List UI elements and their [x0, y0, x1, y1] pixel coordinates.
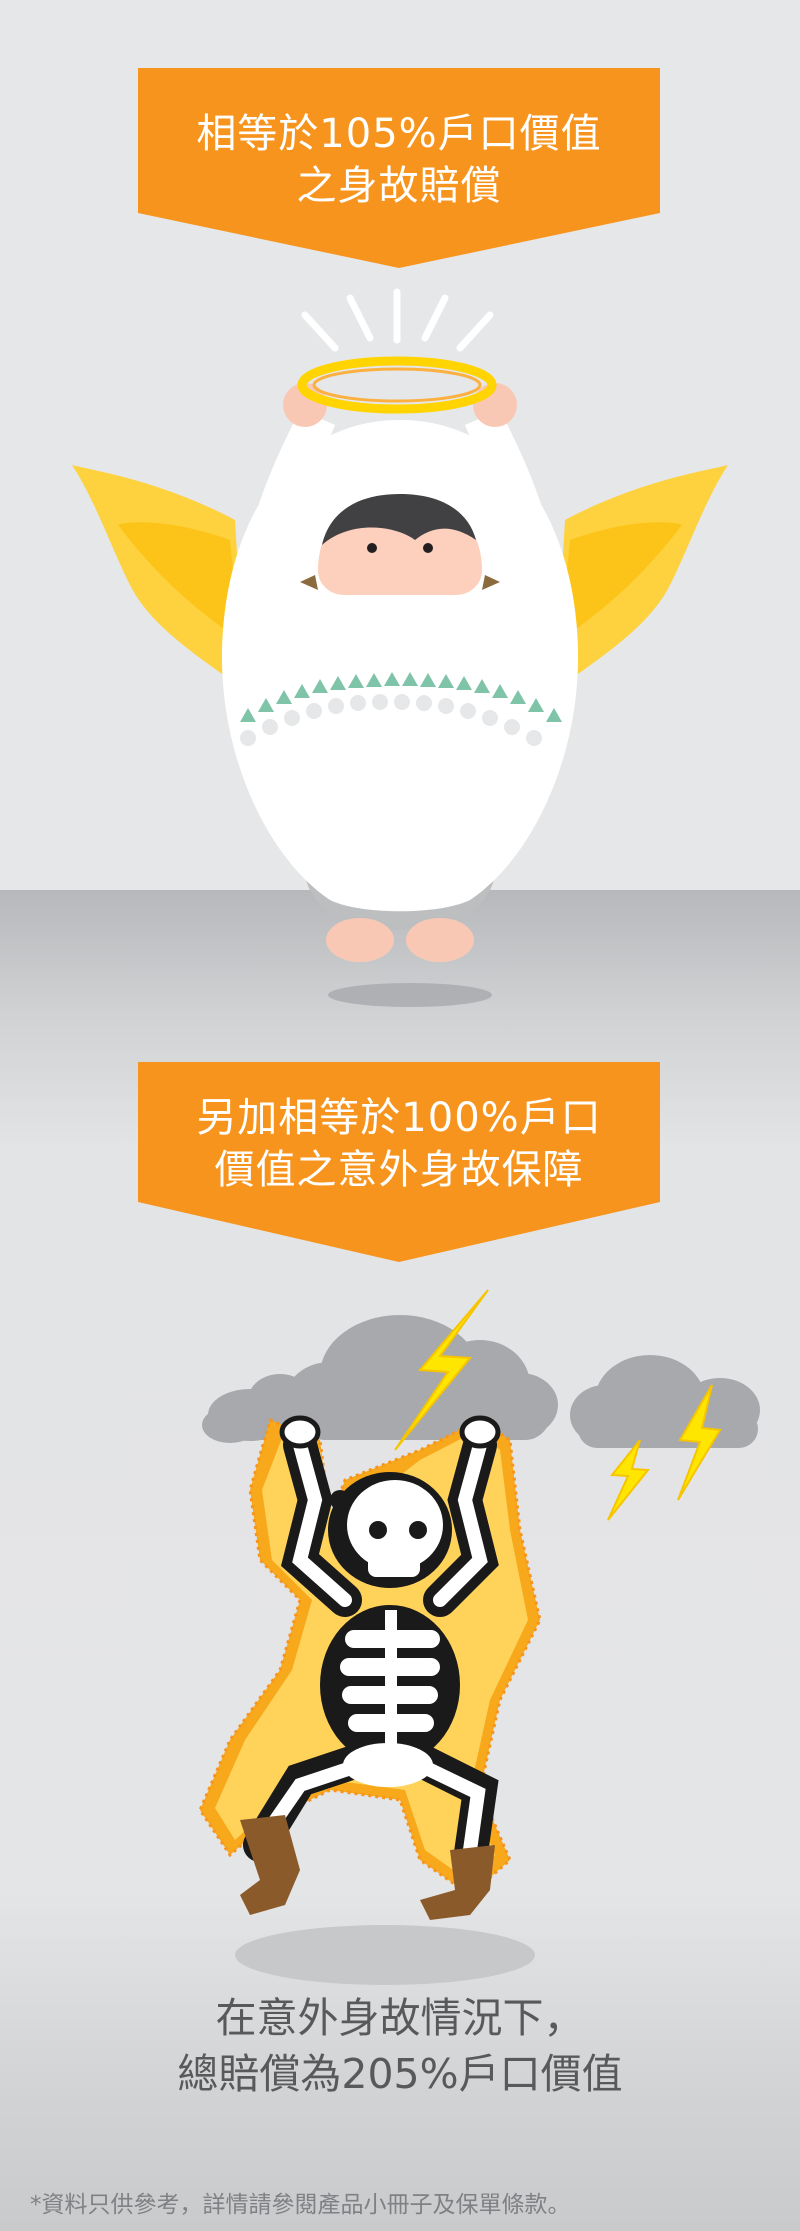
- summary-line-1: 在意外身故情況下，: [215, 1994, 585, 2042]
- lightning-icon: [394, 1289, 722, 1521]
- banner-line-1: 另加相等於100%戶口: [196, 1095, 602, 1141]
- banner-line-2: 之身故賠償: [296, 163, 502, 209]
- summary-line-2: 總賠償為205%戶口價值: [177, 2050, 623, 2098]
- banner-line-1: 相等於105%戶口價值: [196, 111, 602, 157]
- banner-death-benefit: 相等於105%戶口價值 之身故賠償: [138, 68, 660, 268]
- boot-icon: [240, 1815, 495, 1920]
- right-wing-icon: [555, 465, 728, 690]
- halo-icon: [297, 356, 497, 414]
- banner-accidental-death: 另加相等於100%戶口 價值之意外身故保障: [138, 1062, 660, 1262]
- banner-shape: [138, 68, 660, 268]
- banner-line-2: 價值之意外身故保障: [214, 1147, 584, 1193]
- banner-text: 相等於105%戶口價值 之身故賠償: [138, 108, 660, 212]
- banner-text: 另加相等於100%戶口 價值之意外身故保障: [138, 1092, 660, 1196]
- left-wing-icon: [72, 465, 245, 690]
- halo-rays-icon: [301, 288, 494, 352]
- summary-text: 在意外身故情況下， 總賠償為205%戶口價值: [0, 1990, 800, 2102]
- banner-shape: [138, 1062, 660, 1262]
- angel-icon: [72, 288, 728, 1007]
- tunic-trim-icon: [240, 672, 562, 722]
- angel-body-icon: [221, 420, 579, 912]
- disclaimer-text: *資料只供參考，詳情請參閱產品小冊子及保單條款。: [30, 2192, 571, 2218]
